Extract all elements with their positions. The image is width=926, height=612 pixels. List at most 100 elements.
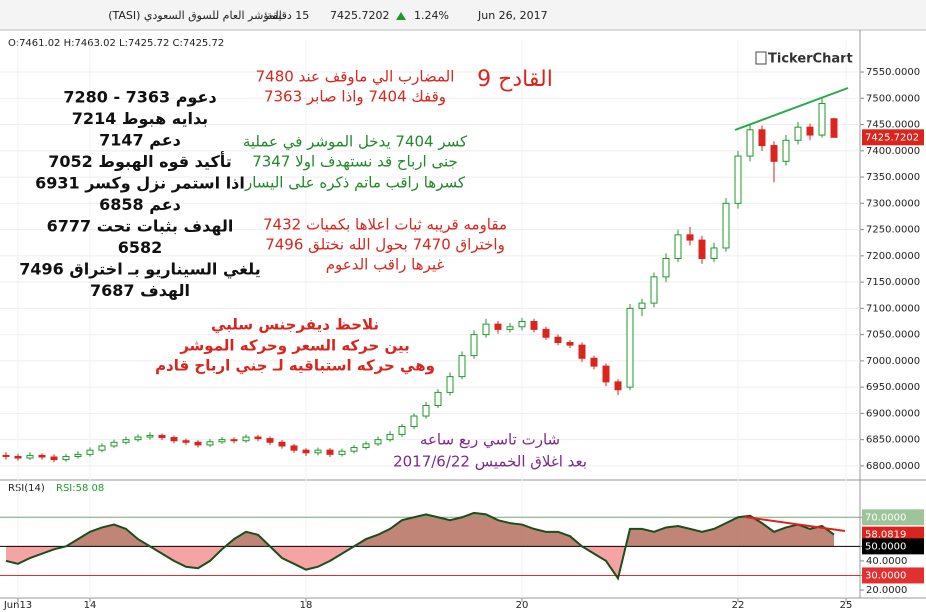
candle-body xyxy=(50,456,58,461)
candle-body xyxy=(458,355,466,378)
header-bar xyxy=(0,0,926,30)
rsi-line xyxy=(5,511,835,581)
y-tick-label: 7100.0000 xyxy=(866,303,920,314)
annotation: دعم 6858 xyxy=(99,195,181,214)
candle-body xyxy=(782,139,790,162)
candle-body xyxy=(74,453,82,457)
candle-body xyxy=(350,447,358,452)
y-tick-label: 7300.0000 xyxy=(866,198,920,209)
rsi-tick-label: 20.0000 xyxy=(866,585,907,596)
x-tick-label: 18 xyxy=(300,600,313,611)
annotation: مقاومه قريبه ثبات اعلاها بكميات 7432 xyxy=(263,216,507,234)
logo-icon xyxy=(755,51,767,65)
candle-body xyxy=(2,454,10,457)
candle-body xyxy=(242,436,250,442)
candle-body xyxy=(266,438,274,443)
candle-body xyxy=(794,126,802,141)
candle-body xyxy=(638,302,646,309)
candle-body xyxy=(254,436,262,440)
y-tick-label: 7150.0000 xyxy=(866,277,920,288)
candle-body xyxy=(146,434,154,438)
y-tick-label: 7250.0000 xyxy=(866,225,920,236)
date: Jun 26, 2017 xyxy=(477,9,548,22)
annotation: بدايه هبوط 7214 xyxy=(72,109,208,128)
y-tick-label: 6900.0000 xyxy=(866,408,920,419)
candle-body xyxy=(530,320,538,330)
rsi-name: RSI(14) xyxy=(8,483,45,494)
annotation: الهدف 7687 xyxy=(90,281,190,300)
x-tick-label: 14 xyxy=(84,600,97,611)
candle-body xyxy=(446,376,454,393)
annotation: بين حركه السعر وحركه الموشر xyxy=(179,337,410,355)
last-price-label: 7425.7202 xyxy=(865,132,919,143)
annotation: المضارب الي ماوقف عند 7480 xyxy=(256,68,455,87)
annotation: شارت تاسي ربع ساعه xyxy=(420,431,560,450)
candle-body xyxy=(230,439,238,442)
candle-body xyxy=(86,449,94,455)
rsi-area-above xyxy=(66,512,834,546)
y-tick-label: 7550.0000 xyxy=(866,67,920,78)
annotation: وهي حركه استباقيه لـ جني ارباح قادم xyxy=(155,357,435,375)
annotation: دعوم 7363 - 7280 xyxy=(63,88,216,107)
candle-body xyxy=(362,443,370,449)
candle-body xyxy=(398,426,406,435)
candle-body xyxy=(626,307,634,388)
annotation: واختراق 7470 بحول الله نختلق 7496 xyxy=(265,236,505,254)
candle-body xyxy=(590,357,598,367)
candle-body xyxy=(122,439,130,443)
trend-line xyxy=(734,87,849,131)
annotation: يلغي السيناريو بـ اختراق 7496 xyxy=(19,260,260,280)
candle-body xyxy=(98,445,106,451)
annotation: جنى ارباح قد نستهدف اولا 7347 xyxy=(252,153,458,171)
candle-body xyxy=(650,276,658,304)
y-tick-label: 7450.0000 xyxy=(866,120,920,131)
candle-body xyxy=(758,129,766,147)
candle-body xyxy=(38,454,46,458)
ohlc: O:7461.02 H:7463.02 L:7425.72 C:7425.72 xyxy=(8,38,224,49)
rsi-area-below xyxy=(6,546,834,579)
y-tick-label: 7500.0000 xyxy=(866,93,920,104)
candle-body xyxy=(422,405,430,417)
candle-body xyxy=(614,381,622,391)
y-tick-label: 7050.0000 xyxy=(866,330,920,341)
up-arrow xyxy=(396,12,406,20)
annotation: اذا استمر نزل وكسر 6931 xyxy=(35,174,245,193)
y-tick-label: 6800.0000 xyxy=(866,461,920,472)
rsi-level-box xyxy=(862,538,924,555)
candle-body xyxy=(110,441,118,447)
candle-body xyxy=(710,247,718,259)
y-tick-label: 7350.0000 xyxy=(866,172,920,183)
y-tick-label: 6850.0000 xyxy=(866,435,920,446)
candle-body xyxy=(554,336,562,344)
candle-body xyxy=(218,439,226,443)
rsi-level-label: 30.0000 xyxy=(865,570,906,581)
candle-body xyxy=(746,129,754,157)
annotation: دعم 7147 xyxy=(99,131,181,150)
candle-body xyxy=(302,449,310,454)
candle-body xyxy=(158,434,166,439)
last-price: 7425.7202 xyxy=(330,9,390,22)
y-tick-label: 7200.0000 xyxy=(866,251,920,262)
candle-body xyxy=(566,342,574,346)
candle-body xyxy=(434,391,442,407)
candle-body xyxy=(410,415,418,428)
x-tick-label: Jun13 xyxy=(3,600,32,611)
annotation: غيرها راقب الدعوم xyxy=(326,256,445,274)
candle-body xyxy=(830,118,838,138)
candle-body xyxy=(518,320,526,328)
y-tick-label: 6950.0000 xyxy=(866,382,920,393)
candle-body xyxy=(722,202,730,249)
candle-body xyxy=(506,326,514,330)
rsi-current-label: 58.0819 xyxy=(865,530,906,541)
rsi-trend-line xyxy=(744,516,846,532)
candle-body xyxy=(602,365,610,383)
candle-body xyxy=(386,433,394,441)
candle-body xyxy=(806,126,814,136)
rsi-level-box xyxy=(862,567,924,584)
candle-body xyxy=(686,234,694,241)
candle-body xyxy=(542,328,550,338)
candle-body xyxy=(206,441,214,446)
x-tick-label: 20 xyxy=(516,600,529,611)
annotation: بعد اغلاق الخميس 2017/6/22 xyxy=(393,453,587,471)
